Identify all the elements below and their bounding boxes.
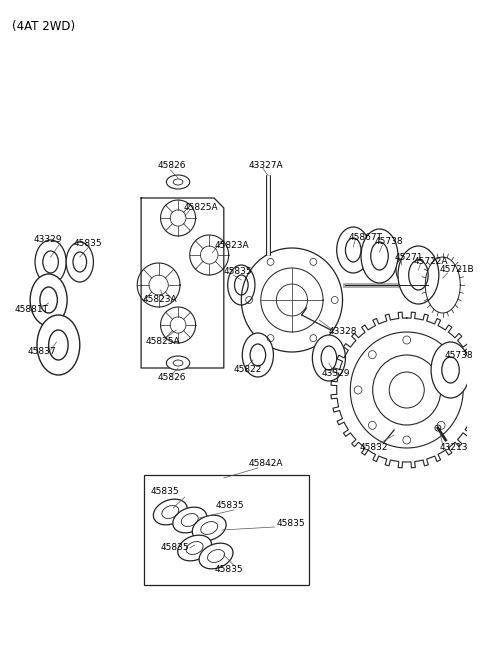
Ellipse shape — [192, 515, 226, 541]
Text: 45822: 45822 — [234, 365, 262, 375]
Text: 45721B: 45721B — [440, 266, 474, 274]
Text: 45835: 45835 — [216, 501, 245, 510]
Text: 43329: 43329 — [33, 236, 61, 245]
Text: 45835: 45835 — [160, 544, 189, 552]
Ellipse shape — [336, 227, 370, 273]
Ellipse shape — [37, 315, 80, 375]
Text: 45881T: 45881T — [14, 304, 48, 314]
Text: 45823A: 45823A — [214, 241, 249, 249]
Text: 45842A: 45842A — [248, 459, 283, 468]
Text: 45738: 45738 — [444, 350, 473, 359]
Text: 45835: 45835 — [224, 268, 252, 276]
Text: 45738: 45738 — [374, 237, 403, 247]
Text: 45823A: 45823A — [143, 295, 178, 304]
Ellipse shape — [173, 507, 207, 533]
Ellipse shape — [35, 240, 66, 284]
Ellipse shape — [178, 535, 212, 561]
Text: 45722A: 45722A — [414, 256, 448, 266]
Ellipse shape — [431, 342, 470, 398]
Text: 45835: 45835 — [276, 518, 305, 527]
Text: 45867T: 45867T — [348, 232, 383, 241]
Ellipse shape — [396, 259, 408, 281]
Ellipse shape — [398, 246, 439, 304]
Ellipse shape — [167, 175, 190, 189]
Text: 43329: 43329 — [321, 369, 349, 377]
Text: 45826: 45826 — [157, 161, 186, 171]
Text: 45835: 45835 — [74, 239, 103, 247]
Text: 43327A: 43327A — [248, 161, 283, 169]
Text: 45832: 45832 — [360, 443, 388, 453]
Text: 43328: 43328 — [329, 327, 358, 337]
Bar — [144, 475, 310, 585]
Ellipse shape — [30, 274, 67, 326]
Text: 45825A: 45825A — [146, 337, 180, 346]
Text: 45826: 45826 — [157, 373, 186, 382]
Ellipse shape — [312, 335, 346, 381]
Text: 45271: 45271 — [394, 253, 422, 262]
Ellipse shape — [199, 543, 233, 569]
Text: 45837: 45837 — [27, 348, 56, 356]
Ellipse shape — [361, 229, 398, 283]
Ellipse shape — [153, 499, 187, 525]
Ellipse shape — [66, 242, 94, 282]
Text: 45835: 45835 — [151, 487, 180, 497]
Text: 43213: 43213 — [440, 443, 468, 453]
Ellipse shape — [228, 265, 255, 305]
Text: 45835: 45835 — [214, 565, 243, 575]
Ellipse shape — [242, 333, 274, 377]
Text: 45825A: 45825A — [184, 203, 218, 211]
Ellipse shape — [167, 356, 190, 370]
Text: (4AT 2WD): (4AT 2WD) — [12, 20, 75, 33]
